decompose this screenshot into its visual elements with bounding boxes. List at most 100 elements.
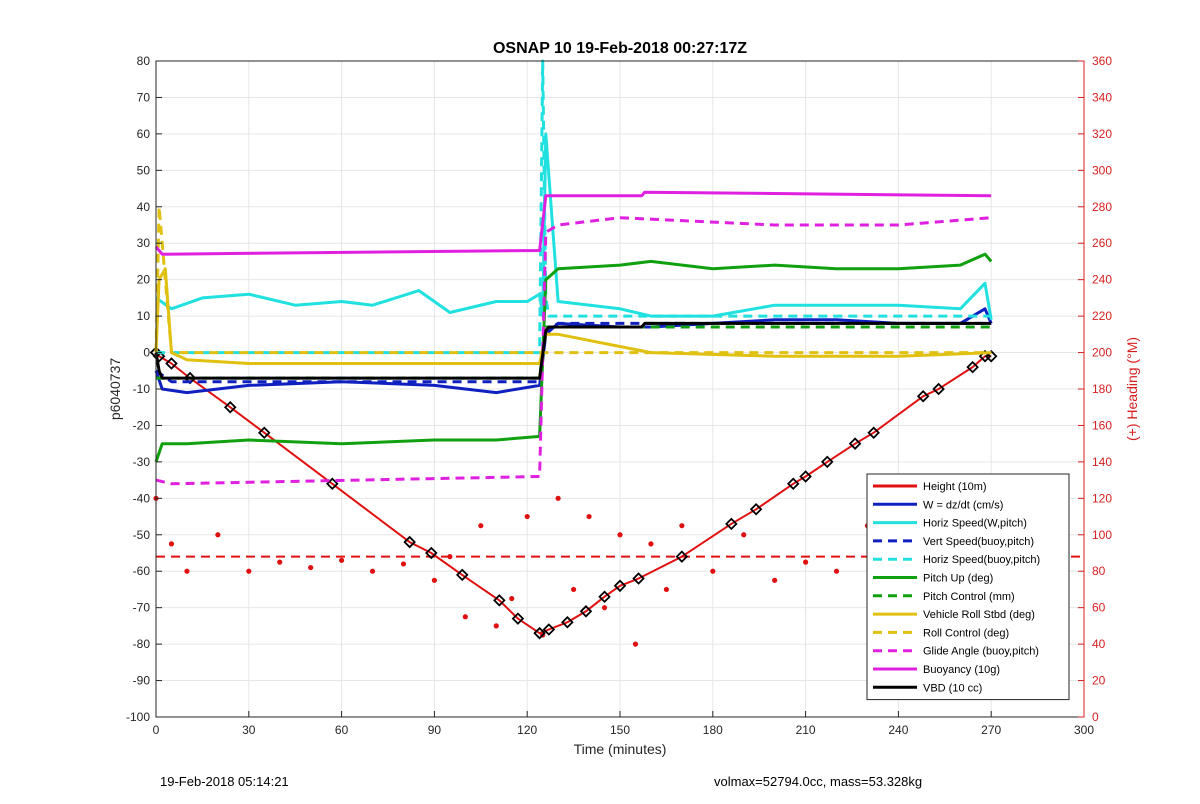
series-line (154, 190, 992, 256)
legend-label: Horiz Speed(buoy,pitch) (923, 554, 1040, 566)
height-marker (867, 426, 880, 440)
y2-tick-label: 140 (1092, 455, 1112, 469)
y-tick-label: -20 (133, 418, 151, 432)
y2-tick-label: 320 (1092, 127, 1112, 141)
y2-tick-label: 100 (1092, 528, 1112, 542)
height-marker (223, 400, 237, 414)
y-tick-label: -70 (133, 601, 151, 615)
x-tick-label: 60 (335, 723, 349, 737)
legend-label: W = dz/dt (cm/s) (923, 499, 1003, 511)
heading-point (524, 513, 530, 520)
y-tick-label: 80 (137, 54, 151, 68)
heading-point (308, 564, 314, 571)
height-marker (916, 390, 930, 403)
heading-point (710, 568, 716, 574)
y-tick-label: 0 (143, 346, 150, 360)
y-tick-label: -40 (133, 491, 151, 505)
series-line (156, 59, 992, 355)
series-line (155, 216, 992, 486)
heading-point (772, 577, 778, 583)
height-marker (403, 535, 416, 549)
heading-point (648, 541, 654, 547)
heading-point (478, 523, 484, 529)
y-tick-label: 70 (137, 90, 151, 104)
height-marker (675, 550, 689, 563)
y2-tick-label: 300 (1092, 163, 1112, 177)
y-tick-label: -100 (126, 710, 150, 724)
height-marker (749, 502, 763, 516)
y-tick-label: 40 (137, 200, 151, 214)
legend-label: Glide Angle (buoy,pitch) (923, 646, 1039, 658)
y2-tick-label: 220 (1092, 309, 1112, 323)
series-line (154, 205, 992, 355)
legend-label: Horiz Speed(W,pitch) (923, 518, 1027, 530)
chart-title: OSNAP 10 19-Feb-2018 00:27:17Z (493, 40, 747, 57)
heading-point (493, 623, 499, 629)
y-tick-label: -30 (133, 455, 151, 469)
height-marker (598, 590, 611, 604)
heading-point (741, 532, 747, 538)
height-marker (579, 605, 593, 618)
height-marker (493, 594, 506, 607)
heading-point (339, 557, 345, 563)
y2-tick-label: 160 (1092, 418, 1112, 432)
series-line (155, 132, 993, 321)
height-marker (820, 455, 834, 469)
y2-tick-label: 240 (1092, 273, 1112, 287)
series-line (154, 252, 993, 463)
ticks: 0 30 60 90 120 150 180 210 240 270 300-100-90-80-7… (126, 54, 1112, 737)
heading-point (586, 513, 592, 520)
y-tick-label: -90 (133, 674, 151, 688)
legend-label: Vehicle Roll Stbd (deg) (923, 609, 1035, 621)
heading-point (431, 577, 437, 583)
heading-point (277, 559, 283, 565)
y-tick-label: 60 (137, 127, 151, 141)
height-marker (542, 623, 556, 636)
y2-tick-label: 20 (1092, 674, 1106, 688)
y2-tick-label: 180 (1092, 382, 1112, 396)
y2-tick-label: 280 (1092, 200, 1112, 214)
heading-point (632, 641, 639, 647)
legend-label: Roll Control (deg) (923, 627, 1009, 639)
y2-tick-label: 0 (1092, 710, 1099, 724)
legend-box (866, 473, 1070, 701)
legend-label: Pitch Control (mm) (923, 591, 1015, 603)
height-marker (799, 470, 812, 483)
y2-axis-label: (+) Heading (°M) (1124, 337, 1140, 441)
y2-tick-label: 80 (1092, 564, 1106, 578)
heading-point (369, 568, 376, 574)
x-tick-label: 180 (703, 723, 723, 737)
height-marker (561, 615, 574, 629)
height-marker (848, 437, 862, 450)
x-tick-label: 120 (517, 723, 537, 737)
height-marker (725, 517, 738, 531)
series-line (154, 267, 992, 365)
height-marker (326, 477, 339, 491)
y-axis-label: p6040737 (107, 358, 123, 421)
x-tick-label: 300 (1074, 723, 1094, 737)
series-line (154, 307, 993, 395)
heading-point (833, 568, 840, 574)
y2-tick-label: 40 (1092, 637, 1106, 651)
heading-point (215, 532, 221, 538)
heading-point (400, 561, 407, 567)
heading-point (168, 541, 175, 547)
height-marker (533, 626, 546, 640)
y2-tick-label: 360 (1092, 54, 1112, 68)
y-tick-label: 20 (137, 273, 151, 287)
heading-point (246, 568, 252, 574)
x-tick-label: 30 (242, 723, 256, 737)
heading-point (601, 605, 608, 611)
x-tick-label: 150 (610, 723, 630, 737)
heading-point (679, 523, 685, 529)
legend-label: Buoyancy (10g) (923, 664, 1000, 676)
y-tick-label: 10 (137, 309, 151, 323)
x-tick-label: 0 (153, 723, 160, 737)
height-marker (632, 572, 645, 585)
height-marker (455, 568, 469, 582)
height-marker (165, 357, 178, 370)
y2-tick-label: 260 (1092, 236, 1112, 250)
y2-tick-label: 120 (1092, 491, 1112, 505)
heading-point (571, 586, 577, 593)
